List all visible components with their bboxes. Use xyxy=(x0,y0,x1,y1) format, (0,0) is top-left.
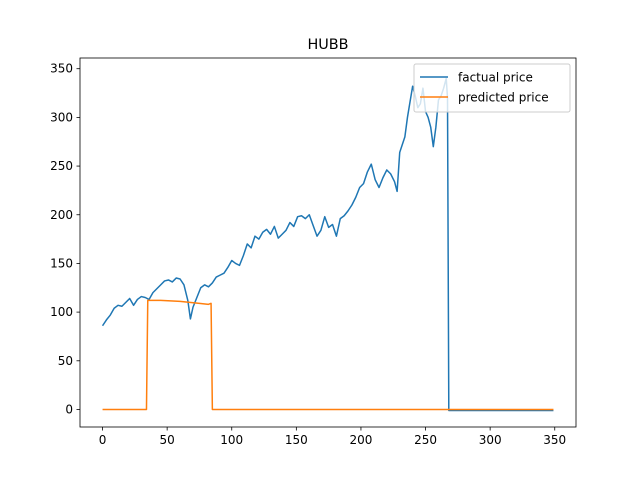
x-tick-label: 50 xyxy=(160,433,175,447)
y-tick-label: 100 xyxy=(50,305,73,319)
x-tick-label: 300 xyxy=(479,433,502,447)
y-tick-label: 200 xyxy=(50,208,73,222)
line-series xyxy=(102,299,554,411)
legend-label: factual price xyxy=(458,71,533,85)
y-tick-label: 150 xyxy=(50,256,73,270)
plot-frame xyxy=(79,57,577,428)
legend-box xyxy=(413,63,571,113)
y-tick-label: 300 xyxy=(50,110,73,124)
legend-label: predicted price xyxy=(458,91,549,105)
x-tick-label: 200 xyxy=(349,433,372,447)
chart-title: HUBB xyxy=(307,37,348,53)
y-tick-label: 0 xyxy=(65,402,73,416)
y-tick-label: 250 xyxy=(50,159,73,173)
x-tick-label: 150 xyxy=(285,433,308,447)
x-tick-label: 350 xyxy=(543,433,566,447)
y-tick-label: 350 xyxy=(50,62,73,76)
y-tick-label: 50 xyxy=(58,354,73,368)
x-tick-label: 0 xyxy=(99,433,107,447)
x-tick-label: 250 xyxy=(414,433,437,447)
x-tick-label: 100 xyxy=(220,433,243,447)
line-series xyxy=(101,77,554,412)
